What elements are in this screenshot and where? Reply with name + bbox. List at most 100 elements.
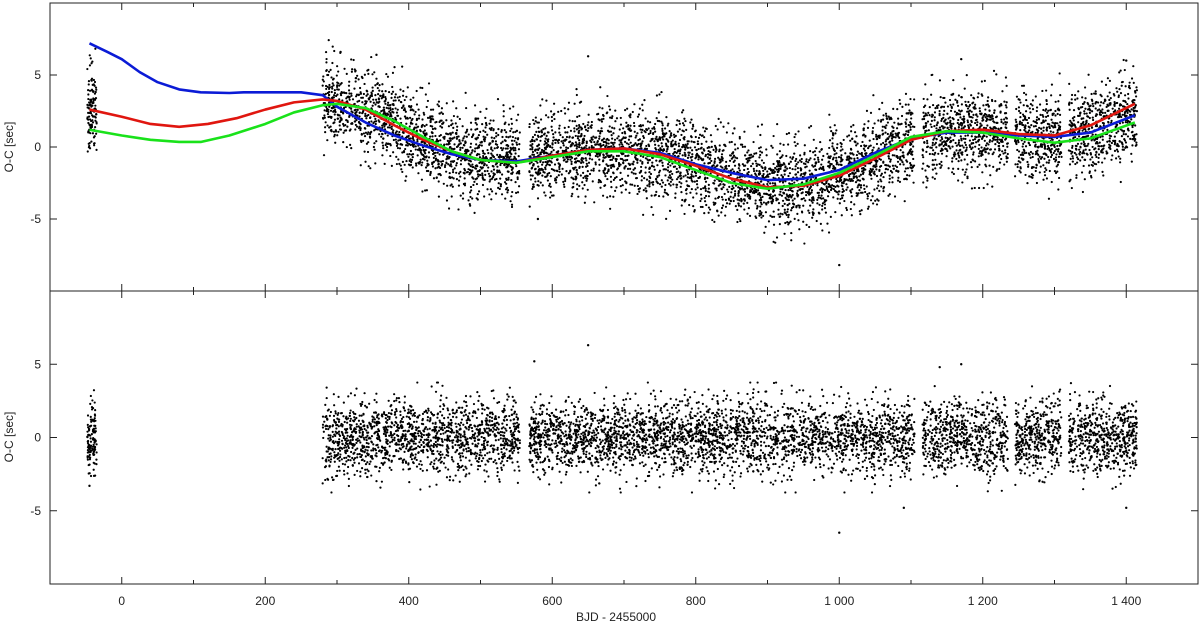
top-point [421,157,425,160]
top-point [586,124,589,127]
top-point [872,94,875,97]
top-point [662,148,665,151]
top-point [606,196,609,199]
top-point [720,187,723,190]
top-point [570,195,573,198]
top-point [667,163,670,166]
top-point [531,174,534,177]
top-point [550,115,553,119]
top-point [597,152,600,155]
top-point [849,152,852,155]
top-point [712,181,715,185]
top-point [874,199,877,202]
top-point [837,190,841,193]
top-point [690,140,693,143]
top-point [86,103,89,106]
top-point [965,104,968,108]
top-point [492,119,495,122]
top-point [387,142,390,145]
top-point [544,160,547,164]
top-point [509,146,512,149]
top-point [986,124,989,127]
top-point [91,121,95,124]
top-point [859,173,863,176]
top-point [614,189,617,192]
top-point [771,215,774,218]
top-point [629,183,632,186]
top-point [610,134,613,137]
top-point [707,187,710,190]
top-point [705,203,708,207]
top-point [749,195,752,198]
top-point [933,153,936,156]
top-point [584,175,587,178]
top-point [350,94,353,97]
top-point [638,190,641,193]
top-point [589,125,592,128]
top-point [544,151,547,154]
top-point [783,208,786,211]
top-point [610,166,613,169]
top-point [475,138,478,141]
top-point [959,144,962,148]
top-point [1002,122,1005,125]
top-point [333,121,336,124]
top-point [700,197,703,200]
top-point [765,148,768,151]
top-point [396,114,399,117]
top-point [855,135,858,138]
top-point [399,164,402,167]
top-point [772,162,775,166]
top-point [900,114,904,118]
top-point [871,195,874,198]
top-point [539,104,542,107]
top-point [626,167,630,170]
top-point [455,162,458,165]
top-point [499,163,502,167]
top-point [887,155,890,158]
top-point [372,98,375,101]
top-point [383,110,386,113]
top-point [418,114,421,117]
top-point [445,102,448,105]
top-point [606,164,610,167]
top-point [859,191,863,194]
top-point [597,178,601,182]
top-point [87,80,91,83]
top-point [805,193,808,197]
top-point [434,121,437,124]
top-point [757,189,760,192]
top-point [837,163,840,166]
top-point [501,148,504,152]
top-point [677,142,680,145]
top-point [398,133,401,136]
top-point [862,178,865,181]
top-point [423,150,426,153]
top-point [743,188,746,191]
top-point [452,177,455,180]
top-point [465,158,468,161]
top-point [971,116,974,119]
top-point [336,88,339,91]
top-point [556,158,559,162]
top-point [357,127,361,130]
top-point [400,101,403,104]
top-point [839,197,842,201]
top-point [879,178,882,181]
top-point [593,201,596,204]
top-point [758,163,761,166]
top-point [598,163,601,166]
top-point [739,219,742,223]
top-point [391,71,395,74]
top-point [868,192,871,195]
top-point [548,182,551,185]
top-point [688,203,691,207]
top-point [938,112,941,115]
top-point [882,141,885,145]
top-point [948,121,952,124]
top-point [471,163,474,166]
top-point [459,194,462,197]
top-point [747,207,750,210]
top-point [862,147,865,150]
top-point [639,124,642,127]
